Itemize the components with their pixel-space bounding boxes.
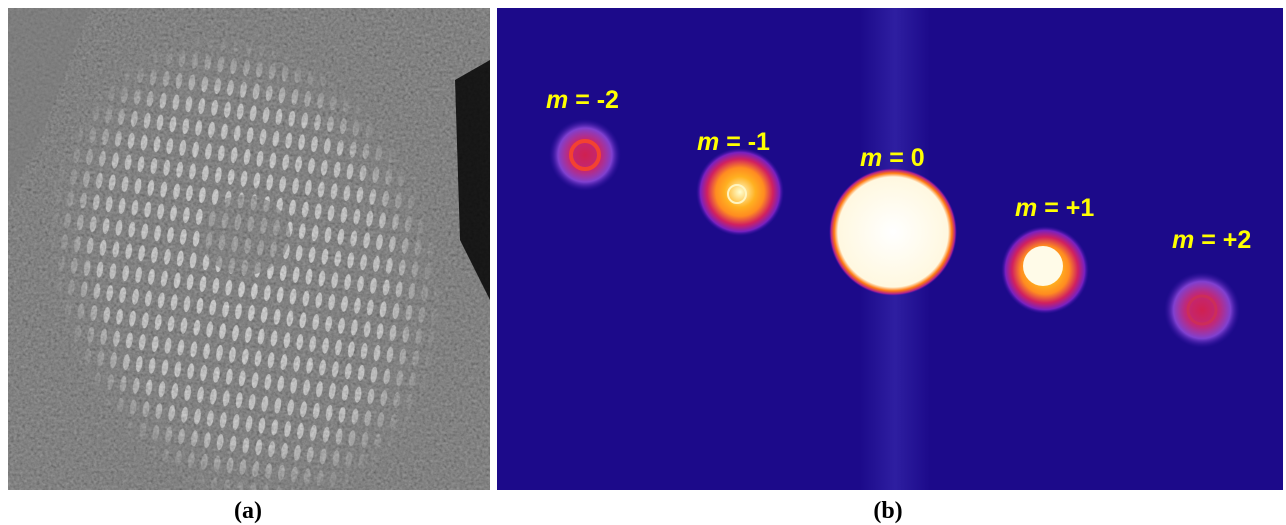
order-label: m = -2 bbox=[546, 86, 619, 114]
label-part: = 0 bbox=[889, 144, 924, 172]
label-part: = +1 bbox=[1044, 194, 1094, 222]
order-label: m = +2 bbox=[1172, 226, 1251, 254]
label-part: m bbox=[860, 144, 882, 172]
order-label: m = 0 bbox=[860, 144, 925, 172]
label-part: = -1 bbox=[726, 128, 770, 156]
figure: m = -2 m = -1 m = 0 m = +1 m = +2 (a) (b… bbox=[0, 0, 1286, 525]
panel-a-image bbox=[8, 8, 490, 490]
label-part: m bbox=[697, 128, 719, 156]
order-label: m = -1 bbox=[697, 128, 770, 156]
label-part: m bbox=[546, 86, 568, 114]
label-part: = -2 bbox=[575, 86, 619, 114]
order-label: m = +1 bbox=[1015, 194, 1094, 222]
panel-caption: (b) bbox=[873, 498, 902, 524]
panel-caption: (a) bbox=[234, 498, 262, 524]
label-part: m bbox=[1015, 194, 1037, 222]
label-part: = +2 bbox=[1201, 226, 1251, 254]
label-part: m bbox=[1172, 226, 1194, 254]
panel-b-image bbox=[497, 8, 1283, 490]
